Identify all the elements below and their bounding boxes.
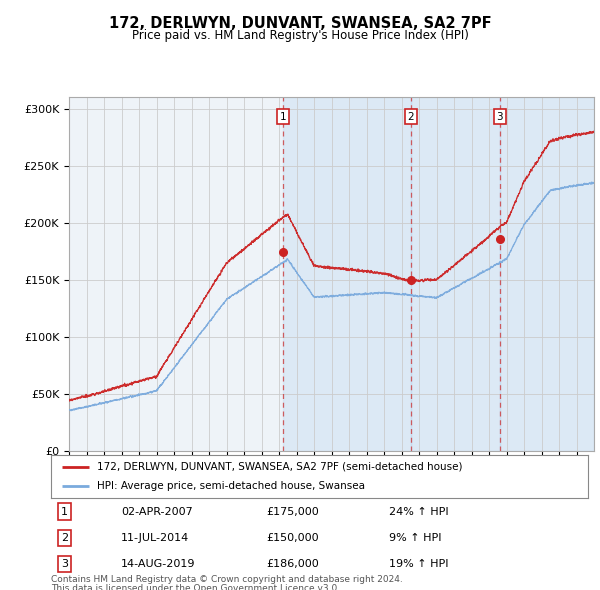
Text: 9% ↑ HPI: 9% ↑ HPI	[389, 533, 442, 543]
Text: 02-APR-2007: 02-APR-2007	[121, 506, 193, 516]
Text: 1: 1	[61, 506, 68, 516]
Text: Price paid vs. HM Land Registry's House Price Index (HPI): Price paid vs. HM Land Registry's House …	[131, 29, 469, 42]
Text: 1: 1	[280, 112, 287, 122]
Text: £150,000: £150,000	[266, 533, 319, 543]
Text: 14-AUG-2019: 14-AUG-2019	[121, 559, 196, 569]
Bar	[500, 97, 594, 451]
Text: £175,000: £175,000	[266, 506, 319, 516]
Text: 19% ↑ HPI: 19% ↑ HPI	[389, 559, 449, 569]
Text: Contains HM Land Registry data © Crown copyright and database right 2024.: Contains HM Land Registry data © Crown c…	[51, 575, 403, 584]
Text: This data is licensed under the Open Government Licence v3.0.: This data is licensed under the Open Gov…	[51, 584, 340, 590]
Text: £186,000: £186,000	[266, 559, 319, 569]
Text: 2: 2	[407, 112, 414, 122]
Text: 3: 3	[61, 559, 68, 569]
Text: 172, DERLWYN, DUNVANT, SWANSEA, SA2 7PF: 172, DERLWYN, DUNVANT, SWANSEA, SA2 7PF	[109, 16, 491, 31]
Text: 3: 3	[497, 112, 503, 122]
Text: 2: 2	[61, 533, 68, 543]
Text: HPI: Average price, semi-detached house, Swansea: HPI: Average price, semi-detached house,…	[97, 481, 365, 491]
Bar	[411, 97, 500, 451]
Text: 24% ↑ HPI: 24% ↑ HPI	[389, 506, 449, 516]
Text: 11-JUL-2014: 11-JUL-2014	[121, 533, 189, 543]
Bar	[283, 97, 411, 451]
Text: 172, DERLWYN, DUNVANT, SWANSEA, SA2 7PF (semi-detached house): 172, DERLWYN, DUNVANT, SWANSEA, SA2 7PF …	[97, 462, 462, 472]
